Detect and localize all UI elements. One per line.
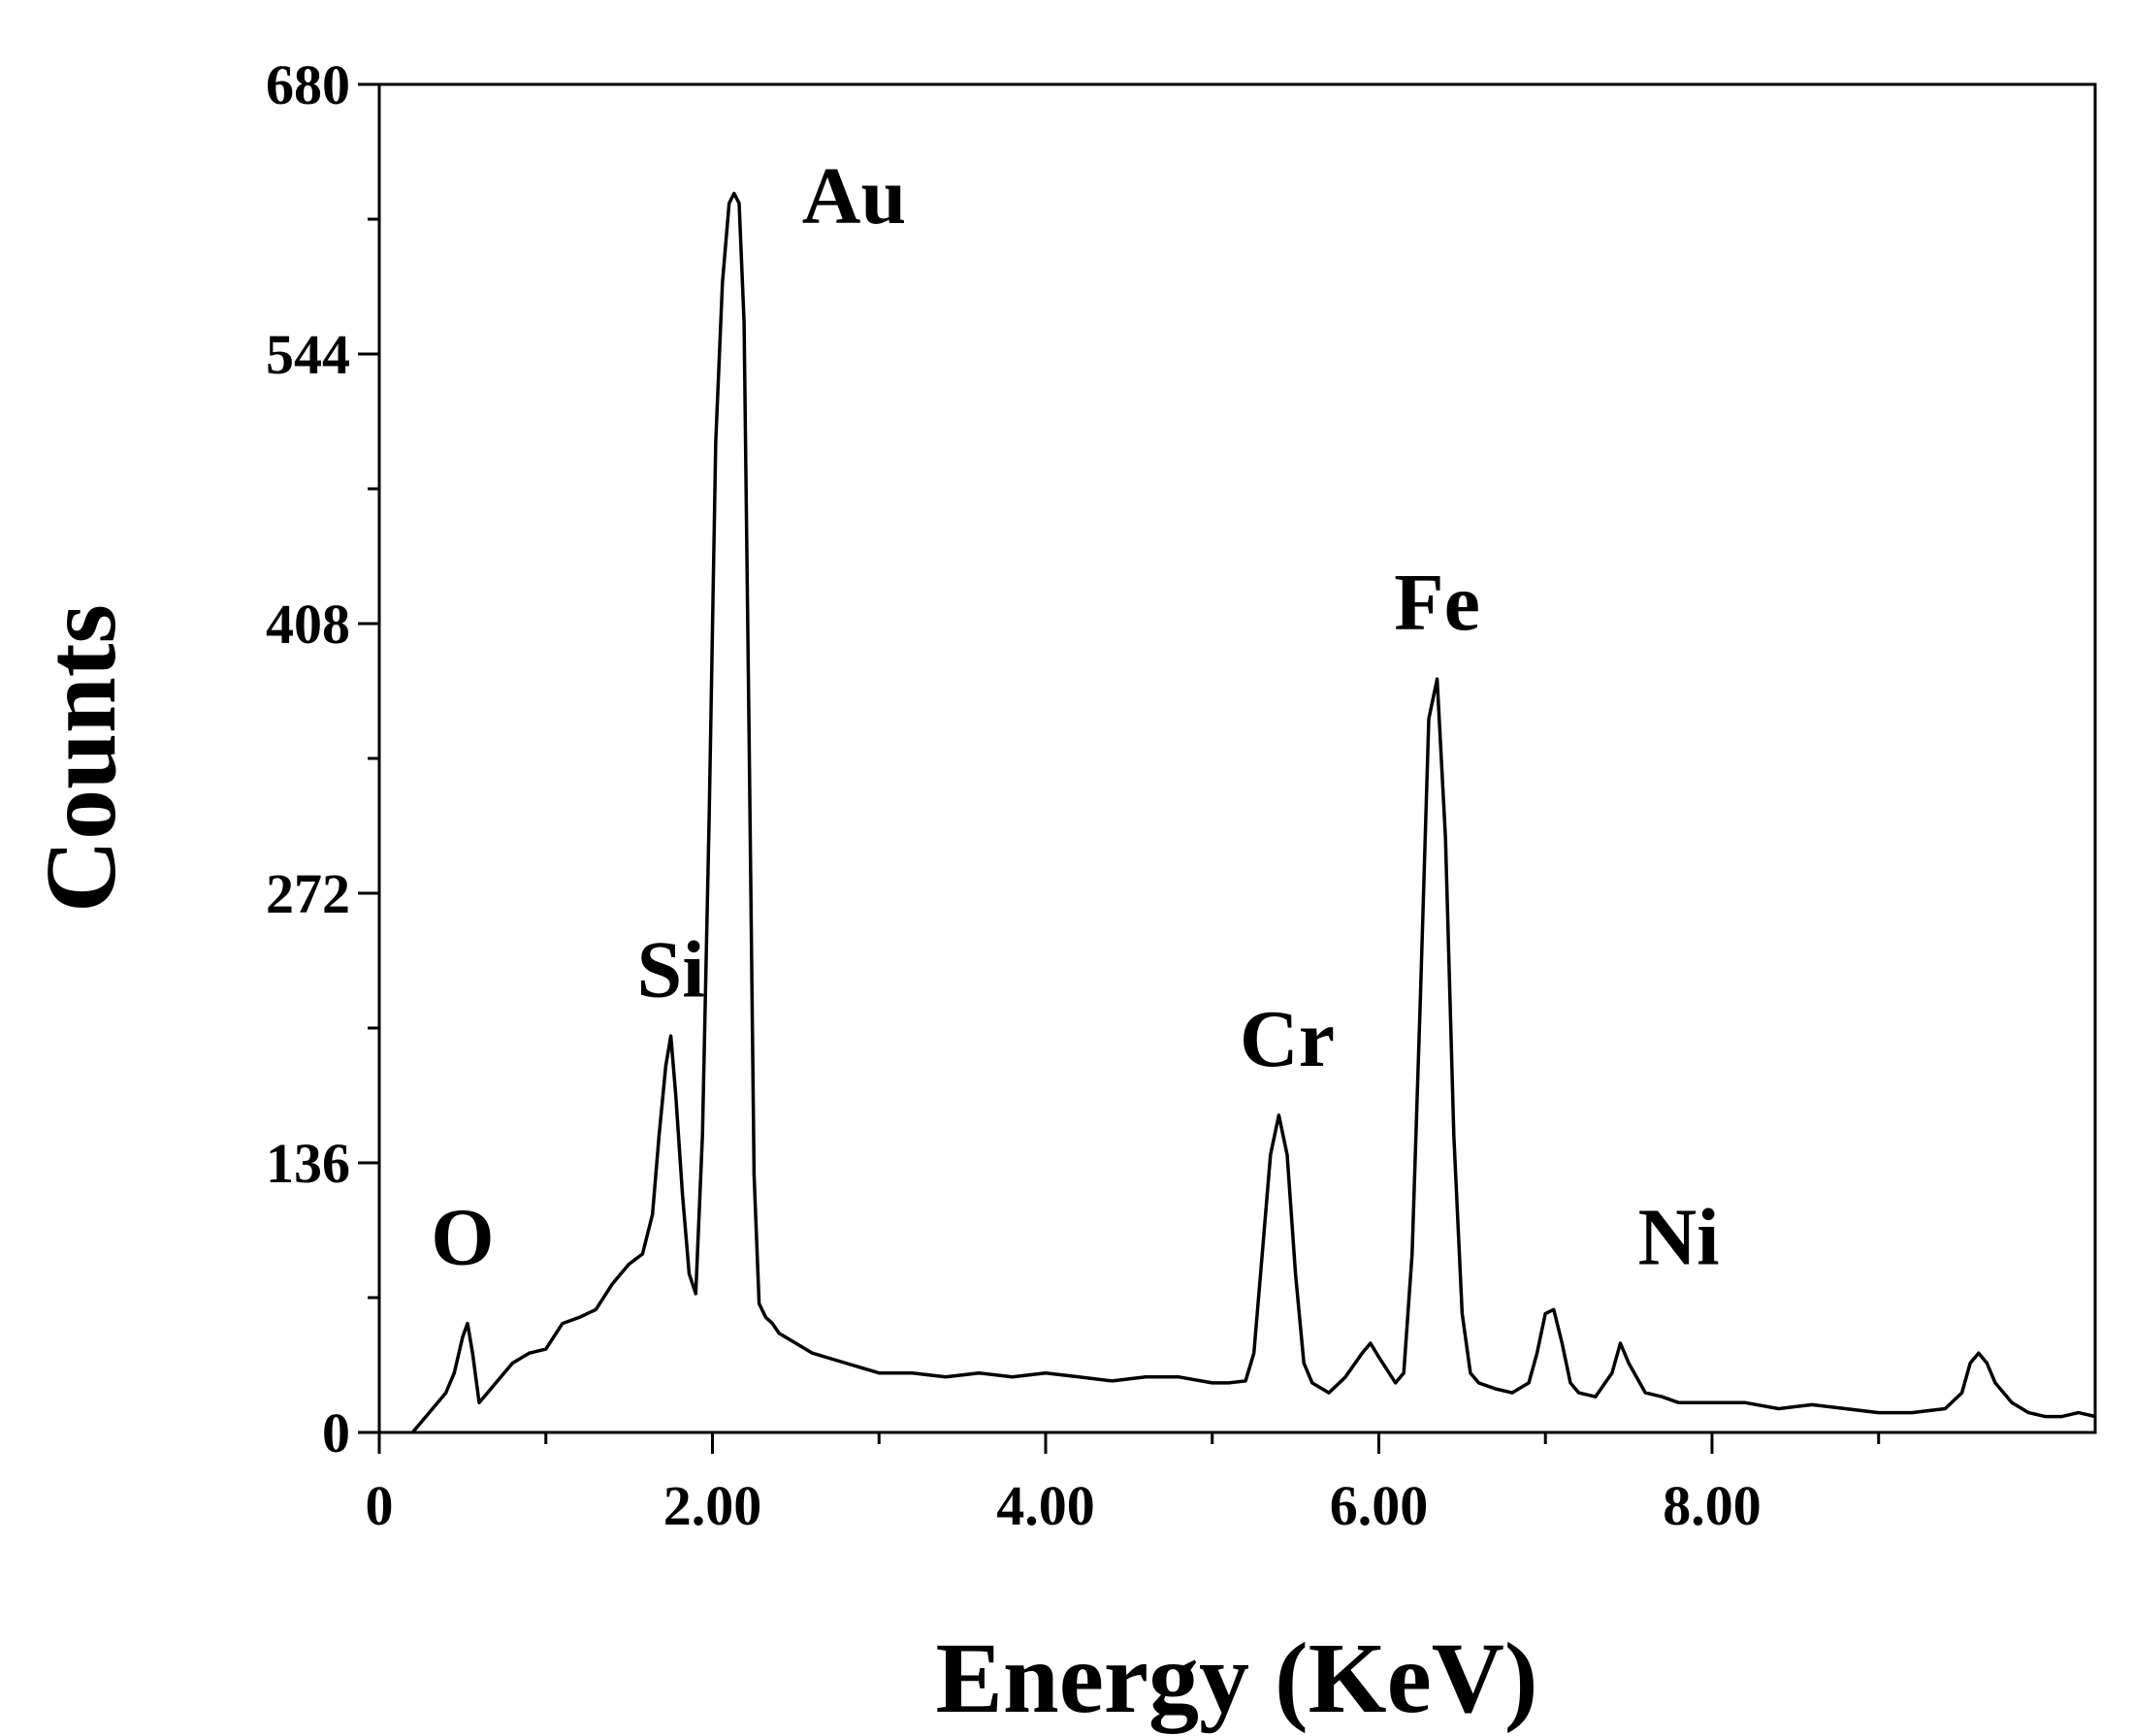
x-axis-title: Energy (KeV) (936, 1623, 1538, 1734)
x-axis-tick-labels: 0 2.00 4.00 6.00 8.00 (366, 1474, 1761, 1537)
plot-frame (377, 82, 2097, 1434)
peak-label-ni: Ni (1638, 1192, 1720, 1282)
y-tick-label: 408 (266, 593, 350, 656)
y-tick-label: 272 (266, 862, 350, 925)
y-axis-tick-labels: 0 136 272 408 544 680 (266, 53, 350, 1464)
x-tick-label: 0 (366, 1474, 394, 1537)
x-axis-ticks (377, 1432, 1881, 1454)
peak-label-au: Au (802, 151, 906, 241)
peak-label-o: O (431, 1192, 494, 1282)
x-tick-label: 8.00 (1663, 1474, 1761, 1537)
spectrum-series-line (410, 191, 2096, 1434)
x-tick-label: 6.00 (1330, 1474, 1429, 1537)
y-axis-title: Counts (25, 604, 137, 913)
y-tick-label: 0 (322, 1401, 350, 1464)
x-tick-label: 2.00 (663, 1474, 762, 1537)
peak-annotations: O Si Au Cr Fe Ni (431, 151, 1719, 1282)
y-tick-label: 136 (266, 1132, 350, 1195)
y-tick-label: 544 (266, 323, 350, 386)
x-tick-label: 4.00 (996, 1474, 1095, 1537)
y-axis-ticks (358, 82, 379, 1434)
peak-label-cr: Cr (1240, 994, 1335, 1084)
peak-label-si: Si (637, 924, 705, 1014)
peak-label-fe: Fe (1394, 558, 1480, 648)
y-tick-label: 680 (266, 53, 350, 116)
